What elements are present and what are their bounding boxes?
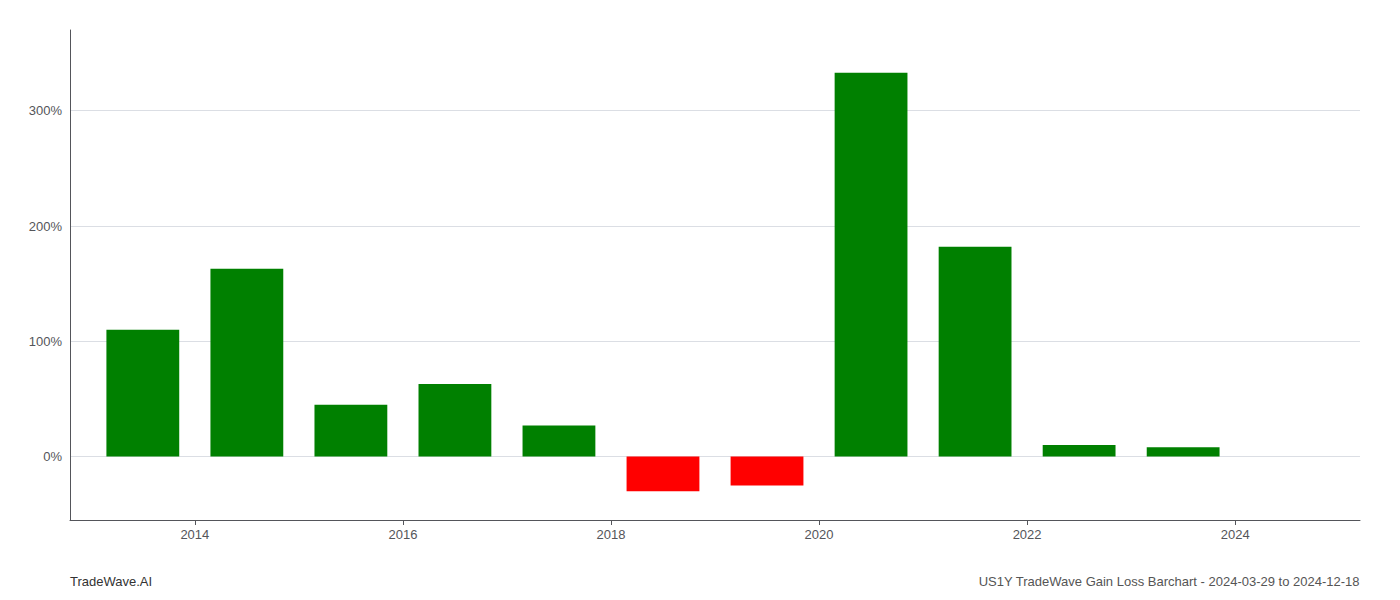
svg-text:2018: 2018: [597, 527, 626, 542]
svg-text:US1Y TradeWave Gain Loss Barch: US1Y TradeWave Gain Loss Barchart - 2024…: [979, 574, 1360, 589]
svg-text:0%: 0%: [43, 449, 62, 464]
svg-text:2020: 2020: [805, 527, 834, 542]
svg-text:100%: 100%: [29, 334, 63, 349]
svg-text:200%: 200%: [29, 219, 63, 234]
svg-text:2022: 2022: [1013, 527, 1042, 542]
svg-text:2016: 2016: [388, 527, 417, 542]
svg-text:300%: 300%: [29, 103, 63, 118]
svg-text:2024: 2024: [1221, 527, 1250, 542]
svg-text:TradeWave.AI: TradeWave.AI: [70, 574, 152, 589]
svg-text:2014: 2014: [180, 527, 209, 542]
